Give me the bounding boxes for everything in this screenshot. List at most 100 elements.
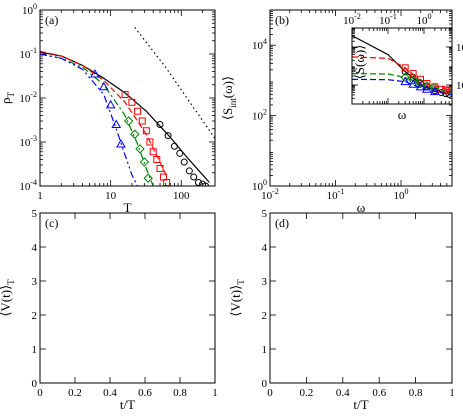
series-green-marker <box>404 150 412 158</box>
inset-x-axis-label: ω <box>398 107 407 122</box>
series-blue-marker <box>397 155 405 162</box>
series-black-marker <box>313 321 319 327</box>
series-blue-marker <box>185 280 193 288</box>
series-blue-marker <box>391 153 399 160</box>
series-red-marker <box>344 113 350 119</box>
series-blue-line <box>40 53 139 186</box>
series-red-marker <box>394 307 400 313</box>
y-tick-label: 100 <box>252 178 267 193</box>
series-blue-marker <box>275 308 283 316</box>
series-red-marker <box>418 151 424 157</box>
series-black-marker <box>98 309 104 315</box>
series-black-marker <box>437 150 443 156</box>
series-black-marker <box>285 326 291 332</box>
series-black-marker <box>46 322 52 328</box>
x-tick-label: 10-2 <box>261 187 279 202</box>
series-red-marker <box>349 297 355 303</box>
inset-y-axis-label: ⟨S(ω)⟩ <box>352 45 367 80</box>
series-red-marker <box>125 264 131 270</box>
series-red-marker <box>331 298 337 304</box>
series-blue-marker <box>436 161 444 168</box>
series-green-marker <box>436 156 444 164</box>
series-black-line <box>40 312 215 348</box>
series-blue-marker <box>90 69 100 78</box>
series-red-marker <box>367 298 373 304</box>
series-blue-marker <box>105 99 116 109</box>
series-blue-marker <box>98 81 109 91</box>
plot-area <box>36 212 215 347</box>
series-red-marker <box>98 264 104 270</box>
series-red-line <box>270 102 452 157</box>
series-red-marker <box>398 142 404 148</box>
series-black-marker <box>344 97 350 103</box>
series-green-marker <box>382 144 390 152</box>
series-black-line <box>270 322 452 356</box>
panel-d: 0 0.2 0.4 0.6 0.8 1 0 1 2 3 4 5 t/T ⟨V(t)⟩T (d) <box>228 208 455 412</box>
inset-series-green-line <box>352 73 452 94</box>
series-blue-marker <box>97 219 105 227</box>
inset-series-blue-marker <box>421 84 432 93</box>
series-red-marker <box>413 317 419 323</box>
series-black-marker <box>185 167 193 175</box>
series-blue-marker <box>343 140 351 147</box>
series-red-marker <box>303 305 309 311</box>
series-black-marker <box>125 309 131 315</box>
y-tick-label: 2 <box>262 310 268 322</box>
inset-series-red-marker <box>401 64 409 72</box>
series-black-marker <box>180 158 188 166</box>
series-blue-marker <box>421 314 429 322</box>
series-black-marker <box>392 134 398 140</box>
series-blue-marker <box>439 331 447 339</box>
series-black-marker <box>177 319 183 325</box>
series-blue-marker <box>339 287 347 295</box>
series-green-marker <box>139 157 150 167</box>
series-blue-marker <box>348 287 356 295</box>
series-blue-marker <box>410 158 418 165</box>
y-tick-label: 10-3 <box>19 134 37 149</box>
series-red-marker <box>121 91 129 99</box>
series-blue-line <box>40 220 215 342</box>
series-red-marker <box>133 266 139 272</box>
y-tick-label: 100 <box>22 2 37 17</box>
series-green-marker <box>428 155 436 163</box>
series-black-marker <box>349 319 355 325</box>
series-blue-marker <box>412 308 420 316</box>
y-tick-label: 4 <box>32 242 38 254</box>
series-black-marker <box>160 314 166 320</box>
inset-x-tick-label: 10-1 <box>379 12 397 27</box>
series-black-marker <box>431 341 437 347</box>
frame <box>269 212 453 384</box>
inset-series-blue-marker <box>415 81 426 91</box>
y-axis-label: ⟨Sint(ω)⟩ <box>220 76 238 120</box>
series-black-marker <box>418 148 424 154</box>
series-blue-marker <box>194 297 202 305</box>
series-black-line <box>134 27 215 139</box>
series-red-marker <box>46 295 52 301</box>
series-red-line <box>40 267 215 342</box>
y-tick-label: 0 <box>32 378 38 390</box>
series-black-marker <box>142 310 148 316</box>
y-tick-label: 104 <box>252 37 267 52</box>
series-black-marker <box>322 319 328 325</box>
series-black-marker <box>81 312 87 318</box>
series-red-marker <box>168 287 174 293</box>
series-red-marker <box>142 127 150 135</box>
series-red-marker <box>340 297 346 303</box>
series-blue-marker <box>404 157 412 164</box>
series-red-marker <box>128 98 136 106</box>
x-axis-label: t/T <box>353 397 368 412</box>
series-green-marker <box>343 131 351 139</box>
series-black-marker <box>199 180 207 186</box>
series-blue-marker <box>428 160 436 167</box>
y-tick-label: 10-4 <box>19 178 37 193</box>
inset-series-green-marker <box>415 78 426 89</box>
inset-series-green-marker <box>400 72 410 83</box>
series-red-marker <box>444 153 450 159</box>
panel-label: (c) <box>45 216 58 230</box>
series-black-marker <box>385 324 391 330</box>
series-black-marker <box>195 329 201 335</box>
series-green-marker <box>130 129 140 139</box>
series-red-marker <box>313 302 319 308</box>
plot-area <box>40 27 215 186</box>
series-red-marker <box>146 138 154 146</box>
